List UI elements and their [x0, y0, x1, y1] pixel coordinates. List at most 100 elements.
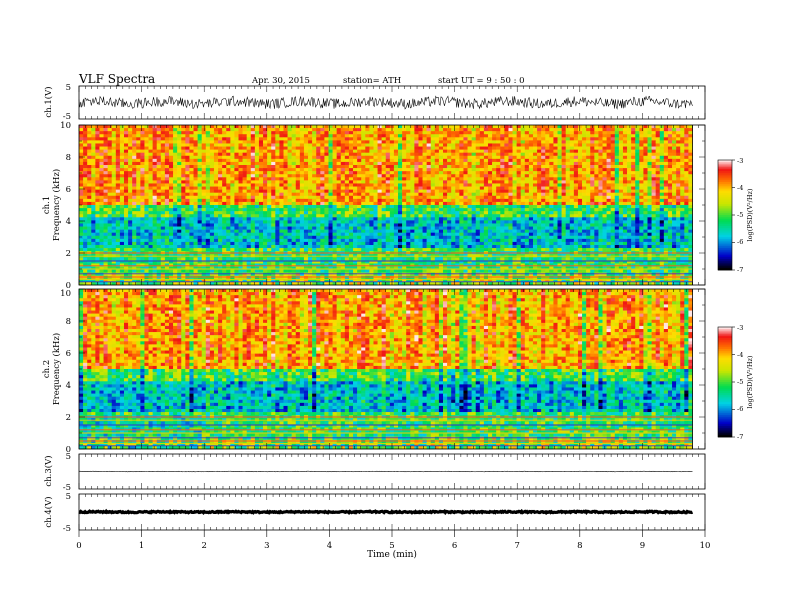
spectrogram-cell: [463, 140, 468, 144]
spectrogram-cell: [103, 134, 108, 138]
spectrogram-cell: [181, 155, 186, 160]
spectrogram-cell: [406, 177, 411, 181]
spectrogram-cell: [618, 214, 624, 218]
spectrogram-cell: [569, 140, 575, 144]
spectrogram-cell: [389, 146, 395, 150]
spectrogram-cell: [635, 198, 640, 203]
spectrogram-cell: [430, 158, 436, 163]
spectrogram-cell: [201, 131, 207, 135]
spectrogram-cell: [312, 205, 317, 209]
spectrogram-cell: [524, 165, 530, 169]
spectrogram-cell: [336, 146, 342, 150]
spectrogram-cell: [324, 186, 329, 190]
spectrogram-cell: [663, 201, 669, 206]
spectrogram-cell: [520, 137, 526, 141]
spectrogram-cell: [312, 214, 317, 218]
spectrogram-cell: [504, 186, 509, 190]
spectrogram-cell: [672, 217, 677, 221]
spectrogram-cell: [537, 143, 542, 147]
spectrogram-cell: [594, 220, 599, 224]
spectrogram-cell: [512, 192, 517, 197]
spectrogram-cell: [487, 146, 493, 150]
spectrogram-cell: [434, 223, 440, 227]
spectrogram-cell: [647, 217, 652, 221]
spectrogram-cell: [246, 143, 252, 147]
spectrogram-cell: [500, 189, 505, 193]
spectrogram-cell: [459, 165, 464, 169]
spectrogram-cell: [398, 192, 403, 197]
spectrogram-cell: [381, 214, 387, 218]
spectrogram-cell: [365, 165, 370, 169]
spectrogram-cell: [99, 195, 104, 200]
spectrogram-cell: [377, 152, 382, 157]
spectrogram-cell: [361, 161, 366, 166]
spectrogram-cell: [308, 201, 313, 206]
spectrogram-cell: [590, 192, 595, 197]
spectrogram-cell: [279, 174, 284, 178]
spectrogram-cell: [680, 149, 685, 153]
spectrogram-cell: [205, 174, 211, 178]
spectrogram-cell: [492, 125, 497, 129]
spectrogram-cell: [590, 223, 595, 227]
spectrogram-cell: [643, 131, 648, 135]
spectrogram-cell: [283, 158, 288, 163]
spectrogram-cell: [635, 174, 640, 178]
spectrogram-cell: [688, 223, 693, 227]
spectrogram-cell: [643, 211, 648, 215]
spectrogram-cell: [95, 189, 100, 193]
spectrogram-cell: [303, 128, 309, 132]
spectrogram-cell: [377, 186, 382, 190]
spectrogram-cell: [447, 125, 452, 129]
spectrogram-cell: [463, 143, 468, 147]
spectrogram-cell: [471, 186, 477, 190]
spectrogram-cell: [209, 171, 215, 175]
spectrogram-cell: [164, 146, 170, 150]
spectrogram-cell: [87, 186, 92, 190]
spectrogram-cell: [275, 217, 280, 221]
spectrogram-cell: [193, 134, 198, 138]
spectrogram-cell: [123, 128, 129, 132]
spectrogram-cell: [152, 146, 158, 150]
spectrogram-cell: [369, 146, 374, 150]
spectrogram-cell: [107, 226, 113, 230]
spectrogram-cell: [222, 152, 227, 157]
spectrogram-cell: [246, 183, 252, 187]
spectrogram-cell: [422, 131, 427, 135]
spectrogram-cell: [393, 195, 399, 200]
spectrogram-cell: [267, 146, 272, 150]
spectrogram-cell: [209, 186, 215, 190]
spectrogram-cell: [115, 165, 121, 169]
spectrogram-cell: [528, 155, 534, 160]
spectrogram-cell: [618, 168, 624, 172]
spectrogram-cell: [148, 143, 153, 147]
spectrogram-cell: [467, 149, 472, 153]
spectrogram-cell: [463, 201, 468, 206]
spectrogram-cell: [328, 134, 333, 138]
spectrogram-cell: [414, 195, 419, 200]
spectrogram-cell: [553, 140, 558, 144]
spectrogram-cell: [381, 217, 387, 221]
spectrogram-cell: [353, 134, 358, 138]
spectrogram-cell: [524, 155, 530, 160]
spectrogram-cell: [91, 149, 96, 153]
spectrogram-cell: [676, 180, 681, 184]
spectrogram-cell: [414, 223, 419, 227]
spectrogram-cell: [222, 180, 227, 184]
spectrogram-cell: [353, 180, 358, 184]
spectrogram-cell: [132, 137, 137, 141]
spectrogram-cell: [537, 137, 542, 141]
spectrogram-cell: [590, 186, 595, 190]
spectrogram-cell: [537, 195, 542, 200]
spectrogram-cell: [471, 168, 477, 172]
spectrogram-cell: [602, 198, 607, 203]
spectrogram-cell: [148, 214, 153, 218]
spectrogram-cell: [561, 171, 566, 175]
spectrogram-cell: [451, 134, 456, 138]
spectrogram-cell: [87, 183, 92, 187]
spectrogram-cell: [336, 201, 342, 206]
spectrogram-cell: [443, 125, 448, 129]
spectrogram-cell: [291, 161, 297, 166]
spectrogram-cell: [164, 223, 170, 227]
spectrogram-cell: [471, 177, 477, 181]
spectrogram-cell: [598, 183, 603, 187]
